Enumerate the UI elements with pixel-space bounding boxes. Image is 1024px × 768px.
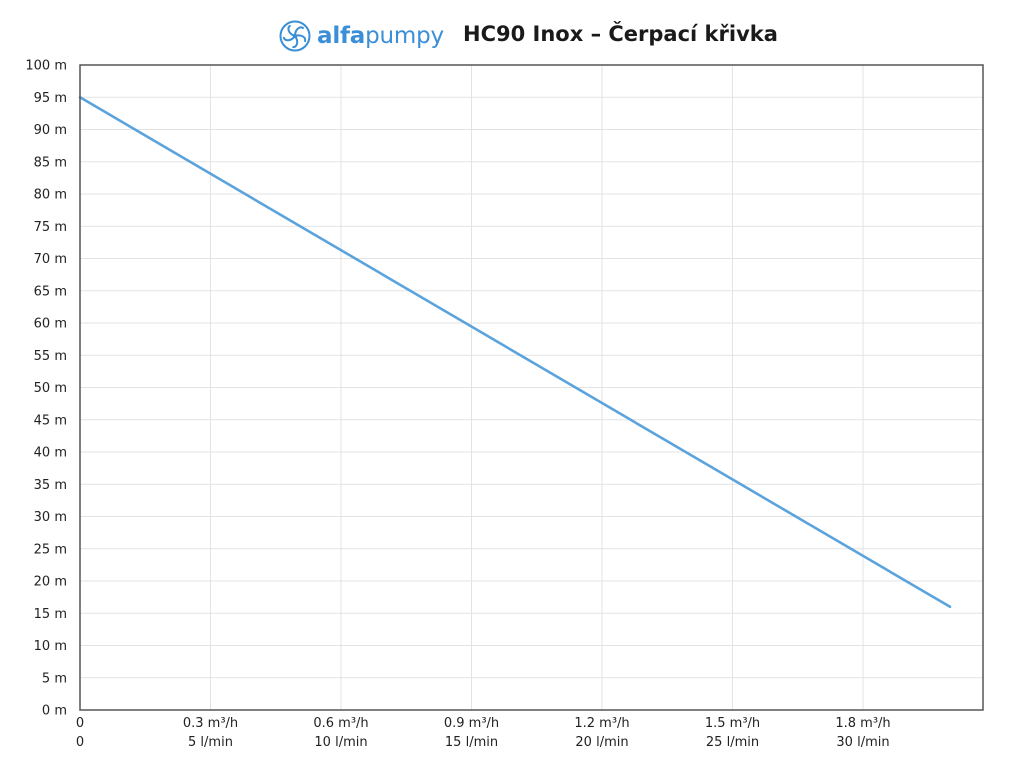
y-tick-label: 25 m xyxy=(34,542,67,557)
x-tick-label-flow-m3h: 1.8 m³/h xyxy=(835,716,890,731)
chart-title: HC90 Inox – Čerpací křivka xyxy=(463,22,778,46)
plot-frame xyxy=(79,64,984,711)
x-axis-ticks: 0 0 0.3 m³/h 5 l/min 0.6 m³/h 10 l/min 0.9 m³/… xyxy=(76,716,891,750)
x-tick-label-flow-lmin: 15 l/min xyxy=(445,735,498,750)
x-tick-label-flow-m3h: 0.6 m³/h xyxy=(313,716,368,731)
x-tick-label-flow-m3h: 0.3 m³/h xyxy=(183,716,238,731)
y-tick-label: 70 m xyxy=(34,252,67,267)
y-axis-ticks: 0 m 5 m 10 m 15 m 20 m 25 m 30 m 35 m 40 m 45 m 50… xyxy=(25,59,67,719)
y-tick-label: 50 m xyxy=(34,381,67,396)
x-tick-label-flow-lmin: 20 l/min xyxy=(575,735,628,750)
y-tick-label: 80 m xyxy=(34,188,67,203)
grid-lines xyxy=(80,64,983,711)
brand-wordmark-bold: alfa xyxy=(317,23,366,49)
y-tick-label: 35 m xyxy=(34,478,67,493)
y-tick-label: 30 m xyxy=(34,510,67,525)
y-tick-label: 100 m xyxy=(25,59,67,74)
brand-wordmark-regular: pumpy xyxy=(365,23,444,49)
y-tick-label: 75 m xyxy=(34,220,67,235)
x-tick-label-flow-lmin: 25 l/min xyxy=(706,735,759,750)
y-tick-label: 40 m xyxy=(34,446,67,461)
chart-header: alfapumpy HC90 Inox – Čerpací křivka xyxy=(0,18,1024,54)
y-tick-label: 55 m xyxy=(34,349,67,364)
x-tick-label-flow-m3h: 0.9 m³/h xyxy=(444,716,499,731)
y-tick-label: 90 m xyxy=(34,123,67,138)
x-tick-label-flow-lmin: 30 l/min xyxy=(836,735,889,750)
series-layer xyxy=(78,96,952,609)
fan-icon xyxy=(279,20,311,52)
y-tick-label: 95 m xyxy=(34,91,67,106)
x-tick-label-flow-m3h: 1.5 m³/h xyxy=(705,716,760,731)
x-tick-label-flow-m3h: 1.2 m³/h xyxy=(574,716,629,731)
x-tick-label-flow-m3h: 0 xyxy=(76,716,84,731)
y-tick-label: 0 m xyxy=(42,704,67,719)
y-tick-label: 20 m xyxy=(34,575,67,590)
brand-wordmark: alfapumpy xyxy=(317,23,444,49)
y-tick-label: 65 m xyxy=(34,284,67,299)
x-tick-label-flow-lmin: 10 l/min xyxy=(314,735,367,750)
y-tick-label: 15 m xyxy=(34,607,67,622)
x-tick-label-flow-lmin: 0 xyxy=(76,735,84,750)
y-tick-label: 45 m xyxy=(34,413,67,428)
y-tick-label: 85 m xyxy=(34,155,67,170)
y-tick-label: 10 m xyxy=(34,639,67,654)
brand-logo[interactable]: alfapumpy xyxy=(279,20,444,52)
y-tick-label: 60 m xyxy=(34,317,67,332)
x-tick-label-flow-lmin: 5 l/min xyxy=(188,735,233,750)
pump-curve-line xyxy=(78,96,952,609)
y-tick-label: 5 m xyxy=(42,671,67,686)
